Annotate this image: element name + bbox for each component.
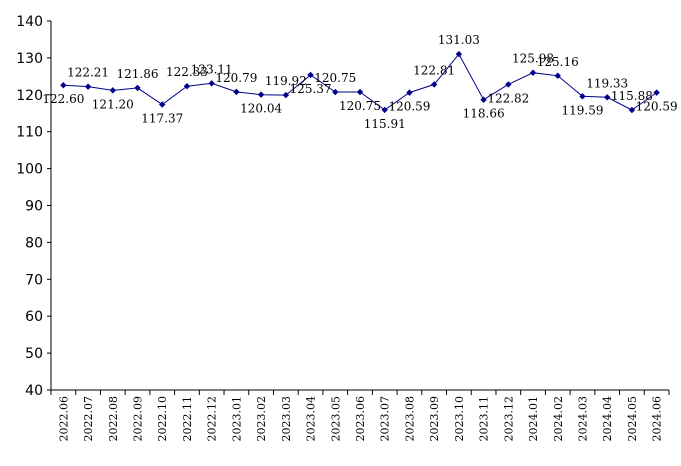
data-label: 123.11 — [191, 62, 233, 76]
data-label: 122.33 — [166, 65, 208, 79]
data-point-marker — [257, 91, 265, 98]
x-tick-label: 2023.01 — [230, 396, 243, 442]
data-point-marker — [356, 88, 364, 96]
data-label: 120.59 — [636, 100, 678, 114]
data-label: 119.59 — [561, 103, 603, 117]
data-point-marker — [159, 101, 166, 108]
y-tick-label: 120 — [16, 88, 43, 104]
x-tick-label: 2023.08 — [403, 396, 416, 442]
data-label: 115.91 — [364, 117, 406, 131]
x-tick-label: 2024.03 — [576, 396, 589, 442]
data-point-marker — [554, 72, 561, 79]
x-tick-label: 2022.07 — [82, 396, 95, 442]
data-point-marker — [282, 91, 290, 99]
y-tick-label: 130 — [16, 51, 43, 67]
data-point-marker — [332, 88, 339, 96]
y-tick-label: 70 — [25, 272, 43, 288]
x-tick-label: 2023.07 — [379, 396, 392, 442]
data-point-marker — [505, 81, 512, 88]
x-tick-label: 2022.06 — [57, 396, 70, 442]
data-label: 119.33 — [586, 76, 628, 90]
x-tick-label: 2022.08 — [107, 396, 120, 442]
data-label: 125.16 — [537, 55, 579, 69]
data-label: 121.20 — [92, 97, 134, 111]
data-label: 121.86 — [117, 67, 159, 81]
y-tick-label: 60 — [25, 309, 43, 325]
data-point-marker — [307, 71, 314, 79]
x-tick-label: 2024.06 — [651, 396, 664, 442]
data-point-marker — [430, 81, 438, 88]
data-point-marker — [455, 50, 463, 58]
data-label: 122.60 — [42, 92, 84, 106]
data-point-marker — [406, 89, 413, 96]
data-label: 125.98 — [512, 52, 554, 66]
data-label: 120.79 — [215, 71, 257, 85]
y-tick-label: 140 — [16, 14, 43, 30]
y-tick-label: 40 — [25, 383, 43, 399]
data-point-marker — [109, 87, 116, 94]
data-label: 120.59 — [388, 100, 430, 114]
data-labels: 122.60 122.21 121.20 121.86 117.37 122.33123.… — [42, 33, 677, 131]
x-tick-label: 2023.05 — [329, 396, 342, 442]
data-point-marker — [579, 93, 586, 100]
x-tick-label: 2022.09 — [132, 396, 145, 442]
x-tick-label: 2023.02 — [255, 396, 268, 442]
data-label: 119.92 — [265, 74, 307, 88]
y-tick-label: 50 — [25, 346, 43, 362]
data-point-marker — [183, 83, 191, 90]
x-tick-label: 2023.11 — [478, 396, 491, 442]
data-point-marker — [653, 89, 660, 96]
data-point-marker — [480, 96, 487, 103]
x-tick-label: 2024.02 — [552, 396, 565, 442]
y-tick-label: 80 — [25, 235, 43, 251]
data-label: 122.81 — [413, 63, 455, 77]
data-label: 118.66 — [463, 107, 505, 121]
data-label: 120.75 — [339, 99, 381, 113]
y-tick-label: 90 — [25, 199, 43, 215]
x-tick-label: 2023.03 — [280, 396, 293, 442]
data-point-marker — [84, 83, 92, 90]
data-point-marker — [208, 80, 215, 87]
data-point-marker — [628, 106, 636, 114]
data-label: 120.75 — [314, 71, 356, 85]
data-point-marker — [60, 82, 67, 89]
y-tick-label: 100 — [16, 162, 43, 178]
data-label: 125.37 — [290, 82, 332, 96]
data-point-marker — [134, 84, 141, 92]
data-point-marker — [233, 88, 240, 96]
x-tick-label: 2024.04 — [601, 396, 614, 442]
x-tick-label: 2022.10 — [156, 396, 169, 442]
x-tick-label: 2024.01 — [527, 396, 540, 442]
y-tick-label: 110 — [16, 125, 43, 141]
x-tick-label: 2023.10 — [453, 396, 466, 442]
data-label: 115.88 — [611, 89, 653, 103]
data-point-marker — [381, 106, 388, 114]
data-label: 122.21 — [67, 66, 109, 80]
data-label: 117.37 — [141, 112, 183, 126]
data-label: 120.04 — [240, 102, 282, 116]
x-tick-label: 2023.06 — [354, 396, 367, 442]
series-line — [60, 50, 660, 114]
data-point-marker — [529, 69, 537, 76]
data-label: 131.03 — [438, 33, 480, 47]
x-tick-label: 2022.11 — [181, 396, 194, 442]
x-axis-ticks: 2022.06 2022.07 2022.08 2022.09 2022.10 2022.… — [50, 390, 670, 442]
x-tick-label: 2023.04 — [305, 396, 318, 442]
x-tick-label: 2022.12 — [206, 396, 219, 442]
y-axis-ticks: 40 50 60 70 80 90 100 110 120 130 140 — [16, 14, 51, 399]
x-tick-label: 2024.05 — [626, 396, 639, 442]
x-tick-label: 2023.12 — [502, 396, 515, 442]
data-label: 122.82 — [487, 91, 529, 105]
x-tick-label: 2023.09 — [428, 396, 441, 442]
data-point-marker — [604, 94, 611, 101]
